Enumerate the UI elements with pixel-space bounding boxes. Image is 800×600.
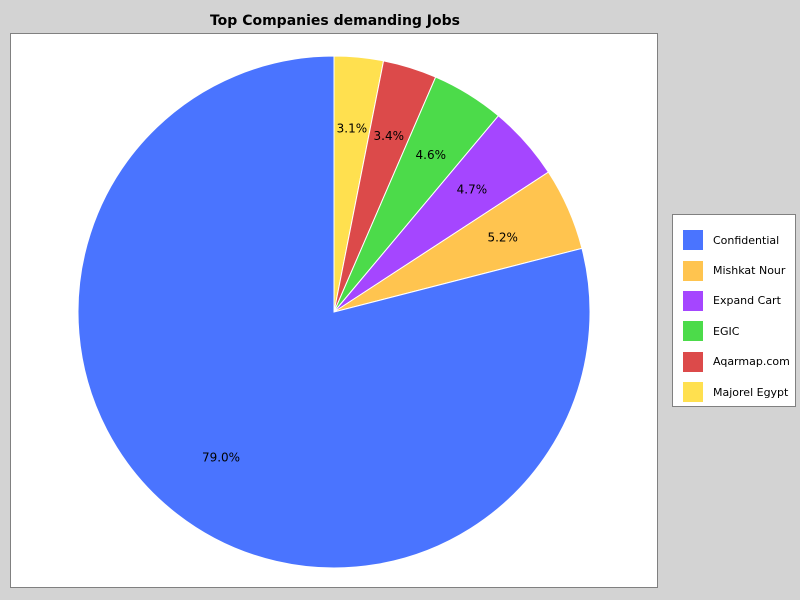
legend-swatch-5 [683,382,703,403]
legend-swatch-2 [683,290,703,311]
legend-item-4: Aqarmap.com [673,347,795,377]
legend-item-0: Confidential [673,225,795,255]
legend-label-1: Mishkat Nour [713,264,786,278]
legend-item-5: Majorel Egypt [673,377,795,407]
legend: Confidential Mishkat Nour Expand Cart EGIC A… [672,214,796,407]
legend-label-2: Expand Cart [713,294,781,308]
slice-label-2: 4.7% [457,183,488,197]
legend-item-3: EGIC [673,316,795,346]
slice-label-4: 3.4% [374,129,405,143]
pie-slice-0 [77,55,591,569]
chart-title: Top Companies demanding Jobs [209,13,460,29]
legend-item-2: Expand Cart [673,286,795,316]
legend-label-3: EGIC [713,324,740,338]
legend-label-5: Majorel Egypt [713,385,789,399]
slice-label-1: 5.2% [487,231,518,245]
legend-label-0: Confidential [713,233,780,247]
legend-swatch-4 [683,351,703,372]
slice-label-5: 3.1% [337,122,368,136]
legend-swatch-1 [683,260,703,281]
slice-label-0: 79.0% [202,451,240,465]
legend-swatch-0 [683,230,703,251]
legend-label-4: Aqarmap.com [713,355,790,369]
legend-swatch-3 [683,321,703,342]
legend-item-1: Mishkat Nour [673,255,795,285]
slice-label-3: 4.6% [416,148,447,162]
